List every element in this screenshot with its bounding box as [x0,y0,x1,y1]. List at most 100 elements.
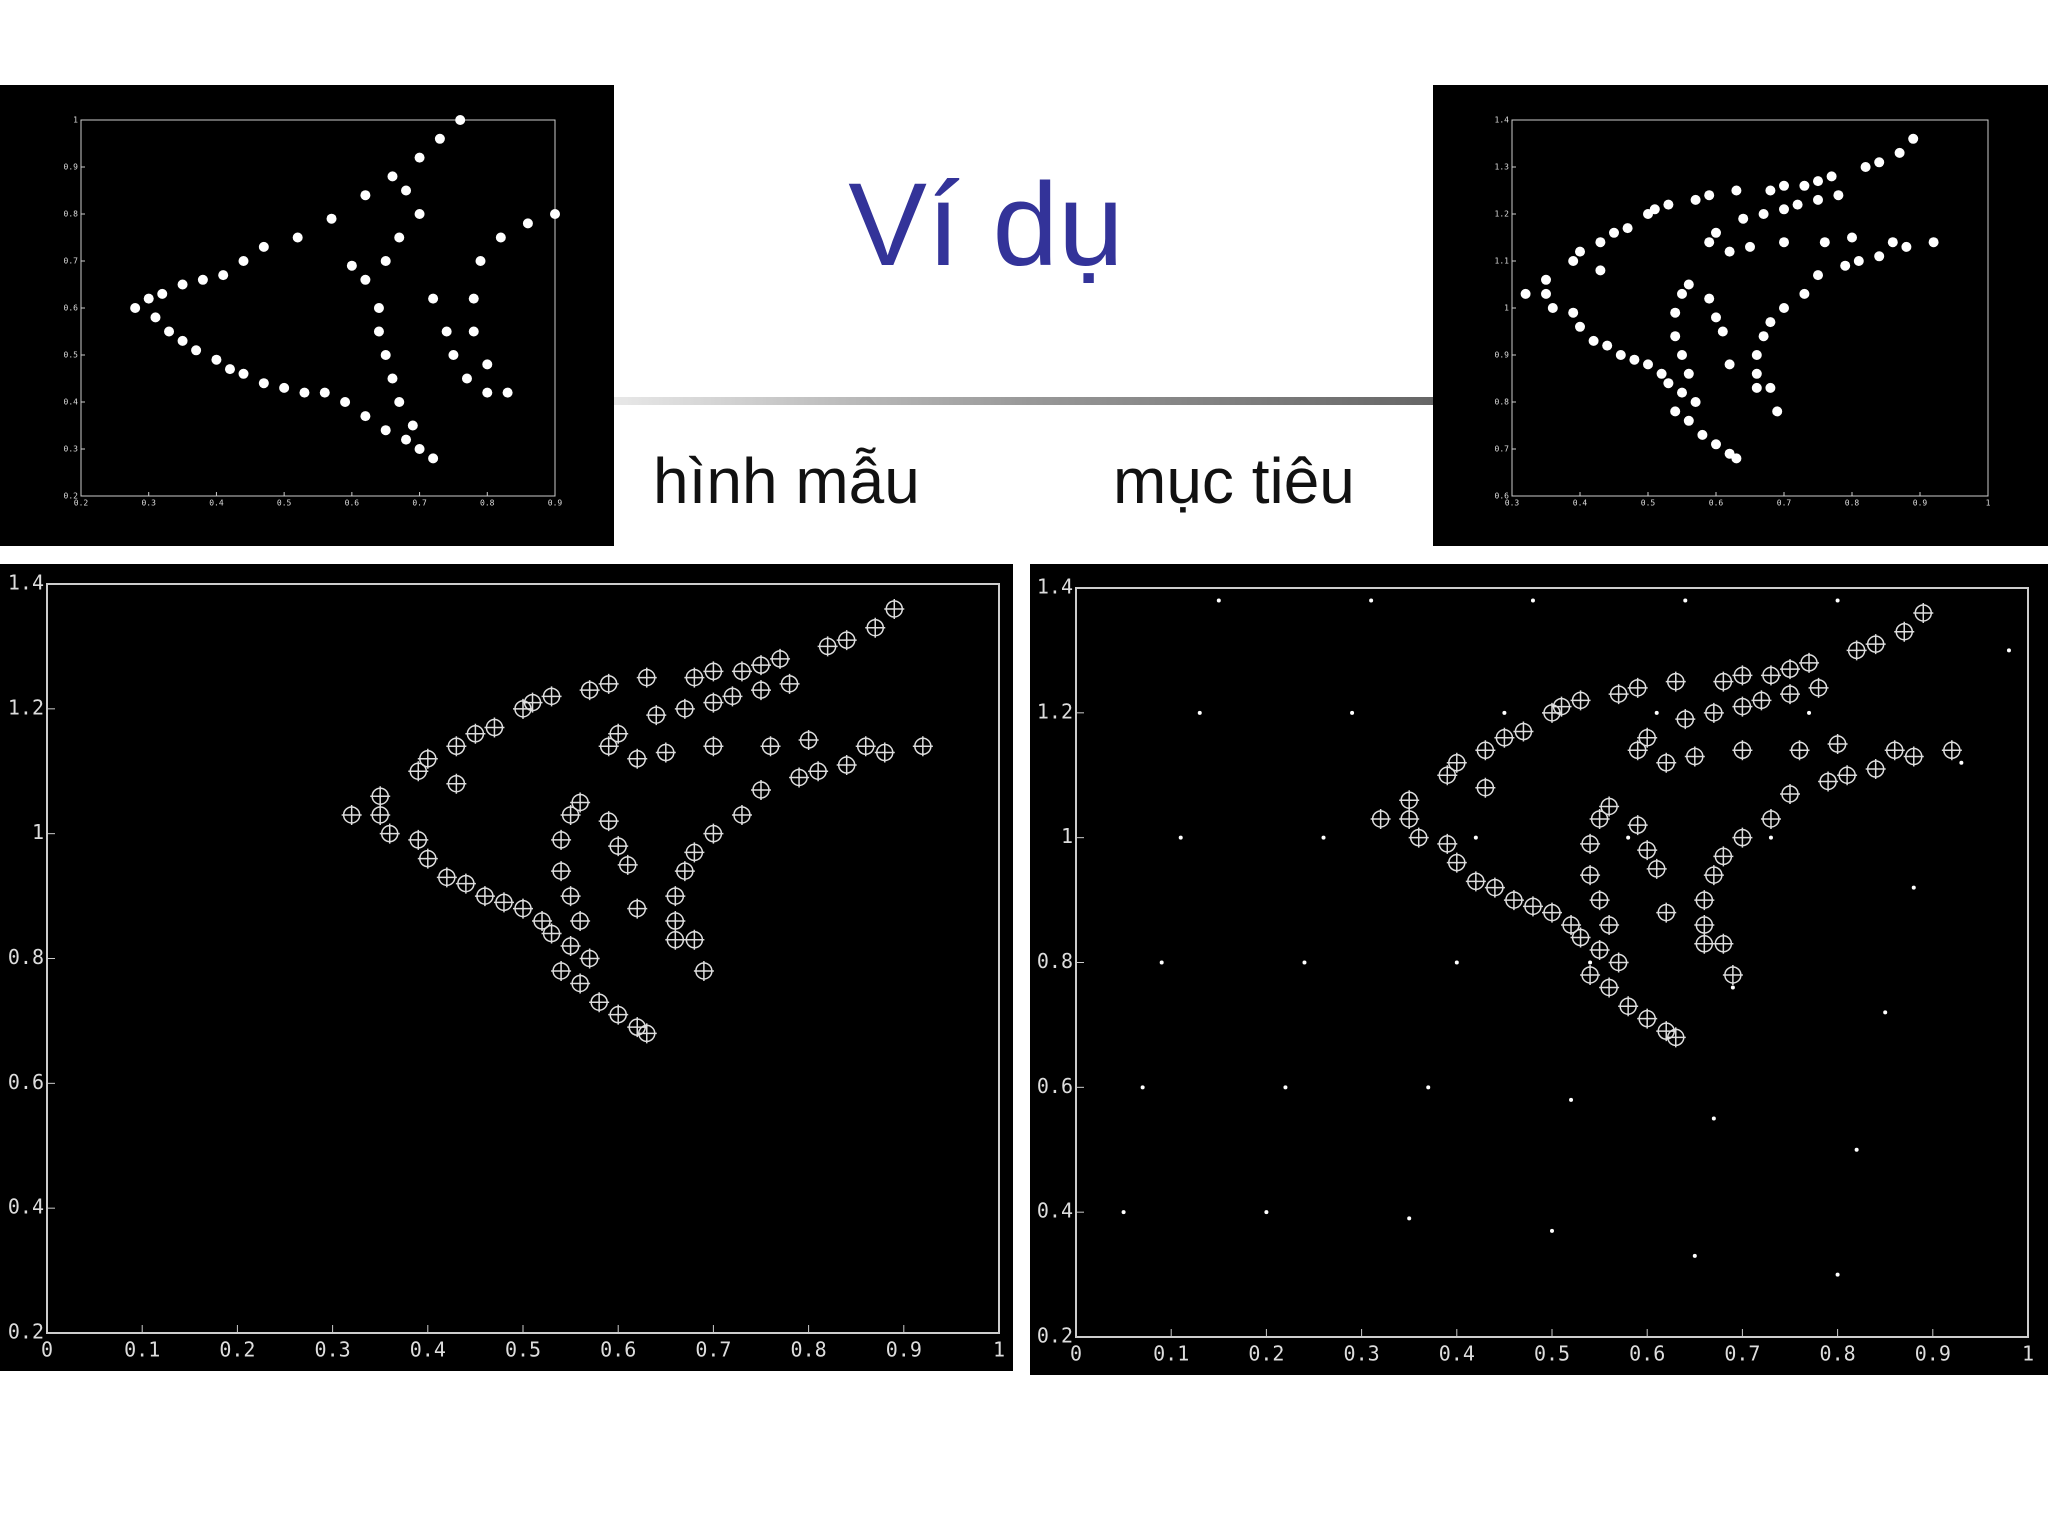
point [1656,752,1677,773]
point [408,829,429,850]
x-tick-label: 0.6 [345,499,360,508]
point-plus [798,730,819,751]
x-tick-label: 0.8 [791,1338,827,1362]
point [150,312,161,323]
point [665,911,686,932]
point-plus [589,992,610,1013]
point [326,213,337,224]
point [1589,808,1610,829]
point [570,792,591,813]
point [1615,350,1626,360]
point [1580,964,1601,985]
point [177,279,188,290]
point [1494,727,1515,748]
point-plus [1580,833,1601,854]
point-plus [598,736,619,757]
grid-point [1835,598,1840,603]
point [665,886,686,907]
point [760,736,781,757]
point-plus [408,761,429,782]
point [1713,846,1734,867]
point [808,761,829,782]
point-plus [1760,665,1781,686]
point [541,923,562,944]
x-tick-label: 0.1 [1153,1342,1189,1366]
point-plus [532,911,553,932]
x-tick-label: 0.7 [695,1338,731,1362]
grid-point [1550,1228,1554,1233]
point [655,742,676,763]
point [1887,237,1898,248]
point [1941,740,1962,761]
point-plus [598,673,619,694]
y-tick-label: 0.7 [64,257,79,266]
point [1595,237,1606,248]
point-plus [541,686,562,707]
point [373,326,384,337]
point [703,823,724,844]
point [1760,808,1781,829]
point [414,209,425,219]
point [370,804,391,825]
point [789,767,810,788]
y-tick-label: 1.4 [1495,116,1510,125]
point [1520,288,1531,299]
grid-point [1959,760,1964,765]
point [1724,359,1735,370]
point [1608,684,1629,705]
point-plus [1665,671,1686,692]
y-tick-label: 0.9 [1495,351,1510,360]
point [751,779,771,800]
y-tick-label: 0.4 [1037,1199,1073,1223]
point [1608,952,1629,973]
point [1731,185,1742,196]
point [627,748,648,769]
caption: hình mẫu [653,445,920,517]
point-plus [1780,659,1800,680]
x-tick-label: 0.3 [315,1338,351,1362]
point [1575,321,1585,332]
point-plus [560,886,581,907]
point [408,761,429,782]
point [1704,293,1715,304]
point [693,960,714,981]
point-plus [551,960,572,981]
point [1779,237,1789,248]
point [394,397,405,407]
point-plus [1446,752,1467,773]
point-plus [1580,865,1601,886]
point-plus [1637,840,1658,861]
grid-point [1835,1272,1840,1277]
y-tick-label: 1.3 [1495,163,1510,172]
point [1665,671,1686,692]
point-plus [1665,1027,1686,1048]
point [1570,927,1591,948]
point-plus [560,936,581,957]
point-plus [1618,996,1639,1017]
point [1833,190,1844,201]
point-plus [455,873,476,894]
point [570,911,591,932]
point [684,929,705,950]
point [380,256,391,266]
point [1694,933,1715,954]
point-plus [1713,933,1734,954]
point [1865,759,1886,780]
point [598,811,619,832]
point [874,742,895,763]
x-tick-label: 1 [1986,499,1991,508]
point [884,598,905,619]
point [522,218,533,229]
point [1703,702,1724,723]
point [1765,317,1776,328]
point [1874,251,1885,262]
point [779,673,800,694]
point-plus [1399,790,1420,811]
point [703,692,724,713]
y-tick-label: 0.6 [1495,492,1510,501]
point-plus [1846,640,1867,661]
grid-point [1369,598,1374,603]
point-plus [493,892,514,913]
point-plus [884,598,905,619]
grid-point [1350,710,1355,715]
